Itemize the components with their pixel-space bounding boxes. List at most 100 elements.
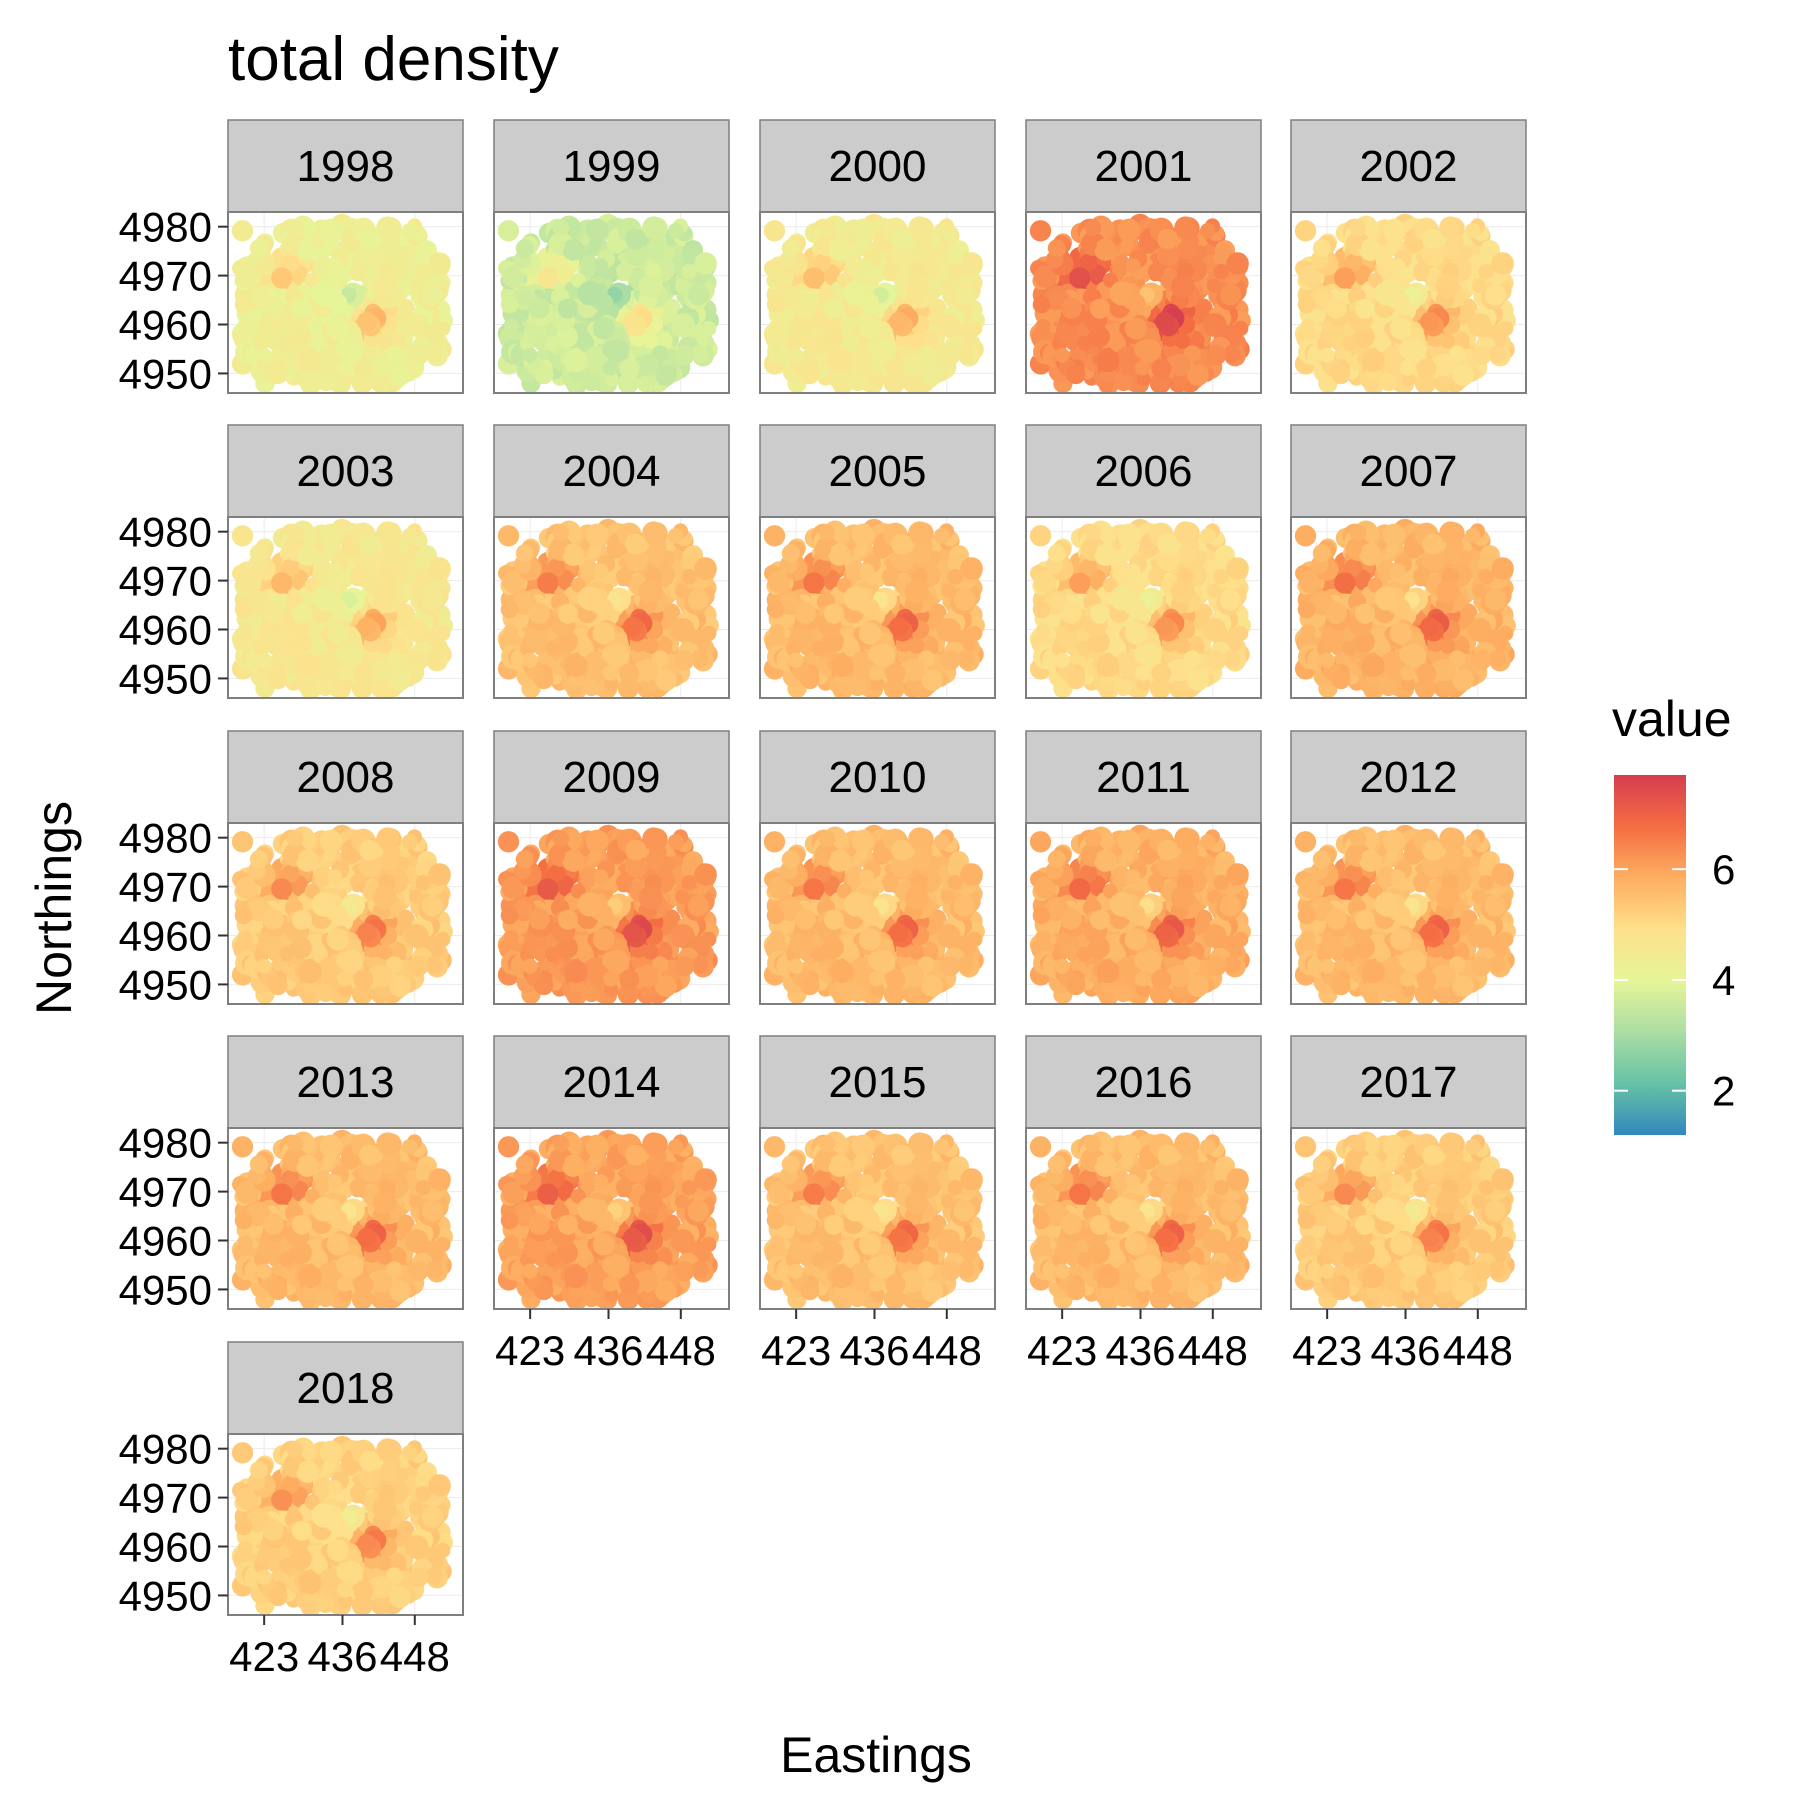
density-cell bbox=[1079, 253, 1098, 272]
density-cell bbox=[1361, 349, 1385, 373]
density-cell bbox=[428, 252, 451, 275]
density-cell bbox=[528, 297, 550, 319]
density-cell bbox=[1147, 262, 1165, 280]
density-cell bbox=[1029, 220, 1052, 242]
density-cell bbox=[1399, 360, 1416, 376]
density-cell bbox=[1382, 218, 1406, 242]
density-cell bbox=[231, 220, 254, 242]
panel-border bbox=[1290, 516, 1527, 699]
density-cell bbox=[890, 548, 915, 572]
density-cell bbox=[1115, 651, 1141, 677]
density-cell bbox=[870, 371, 885, 387]
density-cell bbox=[1036, 319, 1051, 334]
density-cell bbox=[583, 651, 609, 677]
density-cell bbox=[585, 523, 609, 547]
density-cell bbox=[1412, 567, 1430, 585]
density-cell bbox=[1077, 640, 1093, 656]
density-cell bbox=[1096, 349, 1120, 373]
density-cell bbox=[1331, 365, 1351, 385]
panel-strip-label: 2006 bbox=[1095, 447, 1193, 496]
density-cell bbox=[234, 600, 253, 619]
density-cell bbox=[549, 236, 565, 252]
density-cell bbox=[580, 559, 599, 578]
y-tick-label: 4970 bbox=[119, 253, 212, 300]
density-cell bbox=[623, 616, 643, 637]
density-cell bbox=[316, 678, 335, 697]
density-cell bbox=[339, 338, 364, 363]
density-cell bbox=[1420, 616, 1440, 637]
density-cell bbox=[940, 650, 961, 671]
density-cell bbox=[921, 364, 943, 387]
density-cell bbox=[1047, 544, 1066, 563]
density-cell bbox=[871, 338, 896, 363]
density-cell bbox=[1219, 284, 1242, 306]
density-cells bbox=[497, 518, 719, 698]
density-cell bbox=[1066, 670, 1086, 690]
density-cell bbox=[885, 358, 906, 379]
density-cell bbox=[766, 600, 785, 619]
density-cell bbox=[668, 527, 684, 544]
density-cell bbox=[891, 533, 913, 555]
density-cell bbox=[1065, 641, 1081, 656]
density-cell bbox=[811, 640, 827, 656]
density-cell bbox=[357, 616, 377, 637]
density-cell bbox=[1124, 317, 1147, 340]
density-cell bbox=[592, 317, 615, 340]
density-cell bbox=[1125, 258, 1141, 273]
density-cell bbox=[504, 624, 519, 639]
density-cell bbox=[1313, 289, 1330, 306]
density-cell bbox=[843, 281, 869, 306]
density-cell bbox=[402, 222, 418, 239]
density-cell bbox=[1435, 579, 1460, 604]
density-cell bbox=[376, 521, 399, 544]
density-cell bbox=[1439, 216, 1462, 239]
density-cell bbox=[1213, 568, 1229, 585]
density-cell bbox=[298, 654, 322, 678]
density-cell bbox=[317, 651, 343, 677]
density-cell bbox=[547, 558, 566, 577]
density-cell bbox=[1301, 624, 1316, 639]
density-cell bbox=[585, 218, 609, 242]
density-cell bbox=[281, 558, 300, 577]
density-cell bbox=[582, 373, 601, 392]
density-cell bbox=[957, 650, 975, 668]
density-cell bbox=[668, 222, 684, 239]
density-cell bbox=[1422, 533, 1444, 555]
panel-strip bbox=[227, 424, 464, 518]
density-cell bbox=[564, 654, 588, 678]
density-cell bbox=[604, 676, 619, 692]
density-cell bbox=[1420, 311, 1440, 332]
density-cell bbox=[359, 533, 381, 555]
density-cell bbox=[353, 663, 374, 684]
density-cell bbox=[851, 218, 875, 242]
panel-plot-area bbox=[227, 211, 464, 394]
density-cell bbox=[1312, 239, 1331, 258]
density-cell bbox=[1377, 254, 1396, 273]
density-cell bbox=[911, 545, 931, 565]
density-cell bbox=[1157, 228, 1179, 250]
density-cell bbox=[1488, 650, 1506, 668]
density-cell bbox=[1298, 265, 1322, 288]
density-cell bbox=[1112, 254, 1131, 273]
density-cell bbox=[281, 253, 300, 272]
panel-2007: 2007 bbox=[1290, 424, 1527, 699]
density-cell bbox=[1313, 594, 1330, 611]
density-cells bbox=[231, 518, 453, 698]
density-cell bbox=[1137, 643, 1162, 668]
density-cell bbox=[1465, 222, 1481, 239]
density-cell bbox=[358, 243, 383, 267]
density-cell bbox=[1170, 274, 1195, 299]
panel-2002: 2002 bbox=[1290, 119, 1527, 394]
density-cell bbox=[338, 371, 353, 387]
panel-border bbox=[759, 516, 996, 699]
density-cell bbox=[947, 263, 963, 280]
density-cell bbox=[1379, 678, 1398, 697]
density-cell bbox=[577, 586, 603, 611]
density-cell bbox=[1174, 216, 1197, 239]
density-cell bbox=[1402, 643, 1427, 668]
y-tick-label: 4980 bbox=[119, 204, 212, 251]
density-cell bbox=[849, 346, 875, 372]
panel-strip bbox=[493, 119, 730, 213]
density-cell bbox=[1414, 372, 1436, 393]
